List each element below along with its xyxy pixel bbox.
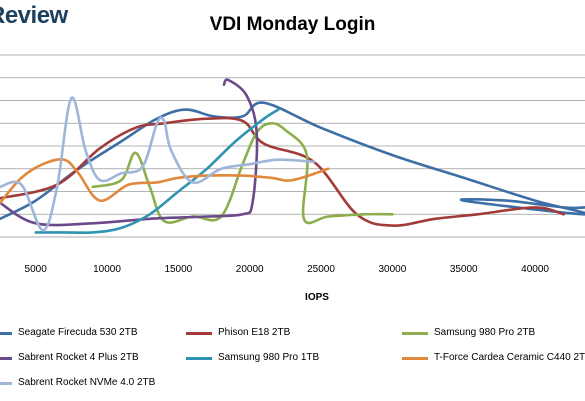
legend-label: T-Force Cardea Ceramic C440 2TB xyxy=(434,352,585,363)
series-line-4 xyxy=(0,78,259,227)
legend-swatch xyxy=(186,357,212,360)
chart-title: VDI Monday Login xyxy=(209,14,376,35)
legend-label: Samsung 980 Pro 1TB xyxy=(218,352,320,363)
legend-label: Sabrent Rocket 4 Plus 2TB xyxy=(18,352,139,363)
series-line-7 xyxy=(0,96,316,232)
x-tick-label: 10000 xyxy=(93,264,121,275)
legend-swatch xyxy=(0,382,12,385)
series-line-2 xyxy=(0,116,565,227)
x-tick-labels: 5000 10000 15000 20000 25000 30000 35000 40000 xyxy=(25,264,550,275)
x-tick-label: 15000 xyxy=(164,264,192,275)
legend-label: Phison E18 2TB xyxy=(218,327,291,338)
series-layer xyxy=(0,78,585,235)
x-axis-label: IOPS xyxy=(305,292,329,303)
x-tick-label: 40000 xyxy=(521,264,549,275)
series-line-5 xyxy=(34,108,280,235)
legend-swatch xyxy=(186,332,212,335)
x-tick-label: 30000 xyxy=(378,264,406,275)
brand-logo-text: Review xyxy=(0,2,68,29)
gridlines xyxy=(0,54,585,238)
series-line-1 xyxy=(0,101,585,221)
legend-label: Samsung 980 Pro 2TB xyxy=(434,327,536,338)
legend-label: Sabrent Rocket NVMe 4.0 2TB xyxy=(18,377,156,388)
legend-swatch xyxy=(402,332,428,335)
legend-swatch xyxy=(402,357,428,360)
x-tick-label: 20000 xyxy=(236,264,264,275)
legend-label: Seagate Firecuda 530 2TB xyxy=(18,327,138,338)
legend-swatch xyxy=(0,357,12,360)
x-tick-label: 35000 xyxy=(450,264,478,275)
series-line-6 xyxy=(0,157,330,205)
x-tick-label: 5000 xyxy=(25,264,48,275)
x-tick-label: 25000 xyxy=(307,264,335,275)
legend-swatch xyxy=(0,332,12,335)
